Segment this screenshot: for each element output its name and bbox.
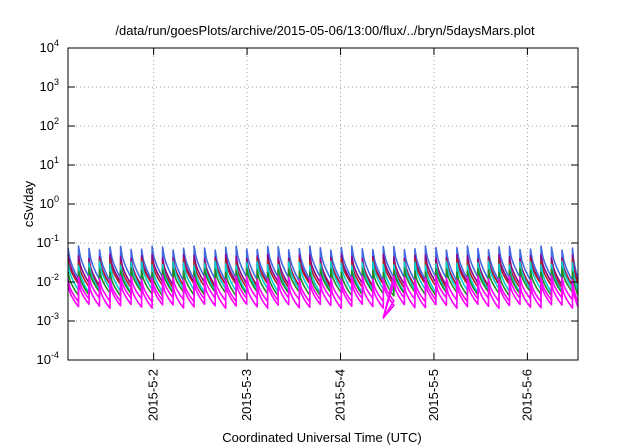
y-tick-base: 10 xyxy=(37,274,51,289)
y-axis-label: cSv/day xyxy=(21,180,36,227)
x-tick-label: 2015-5-2 xyxy=(146,369,161,421)
y-tick-exponent: 1 xyxy=(54,155,59,165)
y-tick-label: 101 xyxy=(40,155,59,172)
x-axis-label: Coordinated Universal Time (UTC) xyxy=(222,430,421,445)
y-tick-base: 10 xyxy=(40,196,54,211)
series-line xyxy=(67,245,579,282)
y-tick-base: 10 xyxy=(37,235,51,250)
y-tick-exponent: -4 xyxy=(51,350,59,360)
y-tick-base: 10 xyxy=(37,352,51,367)
y-tick-label: 10-3 xyxy=(37,311,59,328)
y-tick-exponent: -3 xyxy=(51,311,59,321)
y-tick-base: 10 xyxy=(40,118,54,133)
y-tick-base: 10 xyxy=(37,313,51,328)
y-tick-label: 103 xyxy=(40,77,59,94)
y-tick-exponent: 3 xyxy=(54,77,59,87)
x-tick-label: 2015-5-5 xyxy=(426,369,441,421)
y-tick-label: 10-1 xyxy=(37,233,59,250)
y-tick-label: 102 xyxy=(40,116,59,133)
y-tick-exponent: 2 xyxy=(54,116,59,126)
grid-lines xyxy=(68,48,578,360)
x-tick-label: 2015-5-3 xyxy=(239,369,254,421)
x-tick-label: 2015-5-6 xyxy=(519,369,534,421)
y-tick-exponent: -2 xyxy=(51,272,59,282)
y-tick-exponent: 0 xyxy=(54,194,59,204)
y-tick-exponent: 4 xyxy=(54,38,59,48)
chart-title: /data/run/goesPlots/archive/2015-05-06/1… xyxy=(115,23,535,38)
y-tick-label: 104 xyxy=(40,38,59,55)
y-tick-base: 10 xyxy=(40,79,54,94)
y-tick-exponent: -1 xyxy=(51,233,59,243)
x-tick-group: 2015-5-2 2015-5-3 2015-5-4 2015-5-5 2015-5-6 xyxy=(146,48,534,421)
series-line xyxy=(67,267,579,297)
series-line xyxy=(67,260,579,294)
y-tick-base: 10 xyxy=(40,157,54,172)
y-tick-label: 100 xyxy=(40,194,59,211)
series-group xyxy=(67,245,579,319)
series-line xyxy=(67,258,579,289)
y-tick-base: 10 xyxy=(40,40,54,55)
series-line xyxy=(67,281,579,319)
series-line xyxy=(67,274,579,319)
x-tick-label: 2015-5-4 xyxy=(333,369,348,421)
y-tick-label: 10-2 xyxy=(37,272,59,289)
y-tick-label: 10-4 xyxy=(37,350,59,367)
